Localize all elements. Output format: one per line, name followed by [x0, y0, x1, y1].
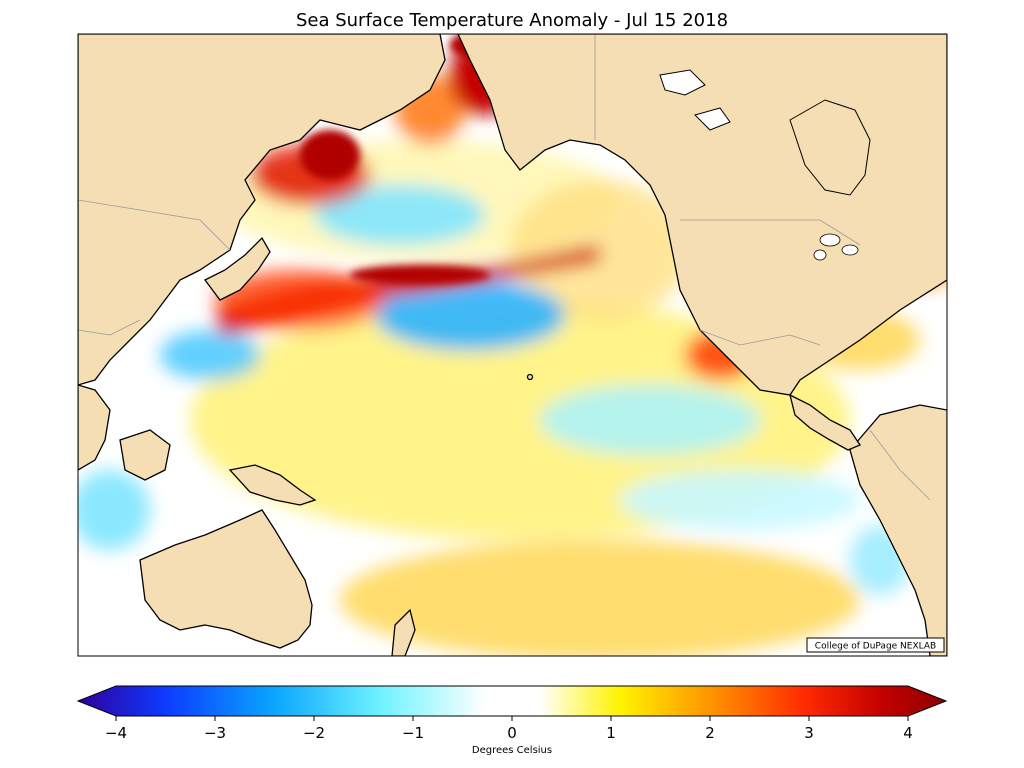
landmass-alaska [457, 34, 947, 396]
landmass-asia [78, 34, 446, 386]
colorbar-ticks: −4 −3 −2 −1 0 1 2 3 4 [105, 716, 913, 742]
colorbar-tick-label: 2 [705, 724, 715, 742]
colorbar-tick-label: −1 [402, 724, 424, 742]
credit-box: College of DuPage NEXLAB [806, 637, 945, 653]
colorbar-tick-label: −4 [105, 724, 127, 742]
map-title: Sea Surface Temperature Anomaly - Jul 15… [296, 10, 728, 31]
landmass-new-guinea [228, 464, 317, 506]
landmass-borneo [119, 429, 171, 481]
landmass-new-zealand [391, 608, 416, 656]
map-panel [78, 34, 947, 656]
colorbar-tick-label: 0 [507, 724, 517, 742]
landmass-japan [204, 236, 271, 301]
landmass-australia [139, 509, 313, 649]
colorbar-label: Degrees Celsius [472, 745, 552, 756]
great-lakes [813, 233, 859, 261]
colorbar: −4 −3 −2 −1 0 1 2 3 4 Degrees Celsius [76, 685, 948, 756]
colorbar-tick-label: −2 [303, 724, 325, 742]
colorbar-tick-label: 4 [903, 724, 913, 742]
political-borders [78, 34, 931, 501]
landmass-hawaii [526, 373, 534, 381]
colorbar-tick-label: 1 [606, 724, 616, 742]
colorbar-body [76, 685, 948, 717]
colorbar-tick-label: −3 [204, 724, 226, 742]
credit-text: College of DuPage NEXLAB [815, 642, 936, 652]
arctic-islands [659, 69, 731, 131]
hudson-bay [789, 99, 871, 196]
landmass-central-america [789, 393, 861, 451]
colorbar-tick-label: 3 [804, 724, 814, 742]
land-masses [78, 34, 947, 656]
map-frame [77, 33, 948, 657]
landmass-se-asia [78, 384, 111, 471]
